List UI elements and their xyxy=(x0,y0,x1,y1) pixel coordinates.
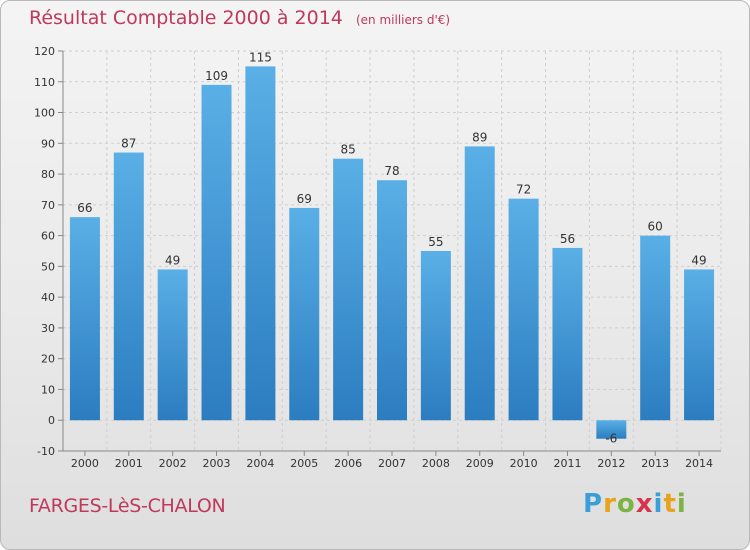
bar-2006 xyxy=(333,158,364,421)
bar-2003 xyxy=(201,84,232,421)
bar-2005 xyxy=(289,207,320,421)
grid-layer xyxy=(62,50,722,452)
bar-value-label: 89 xyxy=(472,130,487,144)
x-tick-label: 2004 xyxy=(246,457,274,470)
x-tick-label: 2013 xyxy=(641,457,669,470)
bar-value-label: -6 xyxy=(605,432,617,446)
bar-2001 xyxy=(113,152,144,421)
bar-2002 xyxy=(157,269,188,421)
axis-layer: -10 0 10 20 30 40 50 60 70 80 90 100 110 120 2000 2001 2… xyxy=(34,45,721,470)
chart-subtitle: (en milliers d'€) xyxy=(355,13,451,27)
bar-value-label: 49 xyxy=(691,253,706,267)
x-tick-label: 2002 xyxy=(159,457,187,470)
bar-value-label: 87 xyxy=(121,137,136,151)
bar-value-label: 85 xyxy=(340,143,355,157)
y-tick-label: 110 xyxy=(34,76,55,89)
y-tick-label: 60 xyxy=(41,230,55,243)
bar-value-label: 69 xyxy=(297,192,312,206)
logo-letter: i xyxy=(676,489,687,519)
bar-value-label: 115 xyxy=(249,50,272,64)
bar-2013 xyxy=(640,235,671,421)
x-tick-label: 2005 xyxy=(290,457,318,470)
bar-2012 xyxy=(596,420,627,439)
logo-letter: x xyxy=(635,489,654,519)
bar-2010 xyxy=(508,198,539,421)
logo-letter: r xyxy=(603,489,617,519)
bar-2000 xyxy=(69,217,100,421)
y-tick-label: 20 xyxy=(41,353,55,366)
label-layer: 66 87 49 109 115 69 85 78 55 89 72 56 -6 60 49 xyxy=(77,50,706,445)
logo-letter: o xyxy=(616,489,636,519)
chart-title-row: Résultat Comptable 2000 à 2014 (en milli… xyxy=(29,7,450,29)
x-tick-label: 2007 xyxy=(378,457,406,470)
x-tick-label: 2001 xyxy=(115,457,143,470)
x-tick-label: 2011 xyxy=(553,457,581,470)
x-tick-label: 2000 xyxy=(71,457,99,470)
bar-layer xyxy=(69,66,715,439)
bar-2007 xyxy=(377,180,407,421)
y-tick-label: 80 xyxy=(41,168,55,181)
chart-title: Résultat Comptable 2000 à 2014 xyxy=(29,7,343,29)
bar-value-label: 78 xyxy=(384,164,399,178)
x-tick-label: 2014 xyxy=(685,457,713,470)
y-tick-label: 30 xyxy=(41,322,55,335)
bar-value-label: 72 xyxy=(516,183,531,197)
logo-letter: i xyxy=(653,489,664,519)
bar-value-label: 49 xyxy=(165,253,180,267)
bar-2004 xyxy=(245,66,276,421)
bar-2009 xyxy=(464,146,495,421)
proxiti-logo: Proxiti xyxy=(583,489,687,519)
y-tick-label: 100 xyxy=(34,107,55,120)
bar-value-label: 66 xyxy=(77,201,92,215)
x-tick-label: 2008 xyxy=(422,457,450,470)
y-tick-label: 70 xyxy=(41,199,55,212)
bar-value-label: 60 xyxy=(648,220,663,234)
logo-letter: P xyxy=(583,489,604,519)
y-tick-label: 120 xyxy=(34,45,55,58)
x-tick-label: 2003 xyxy=(203,457,231,470)
y-tick-label: 0 xyxy=(48,414,55,427)
y-tick-label: 40 xyxy=(41,291,55,304)
x-tick-label: 2010 xyxy=(510,457,538,470)
y-tick-label: 90 xyxy=(41,137,55,150)
x-tick-label: 2009 xyxy=(466,457,494,470)
x-tick-label: 2012 xyxy=(597,457,625,470)
bar-value-label: 56 xyxy=(560,232,575,246)
bar-2008 xyxy=(420,251,451,421)
y-tick-label: 10 xyxy=(41,383,55,396)
y-tick-label: 50 xyxy=(41,260,55,273)
logo-letter: t xyxy=(663,489,677,519)
commune-name: FARGES-LèS-CHALON xyxy=(29,495,226,517)
bar-2014 xyxy=(684,269,715,421)
bar-value-label: 109 xyxy=(205,69,228,83)
bar-value-label: 55 xyxy=(428,235,443,249)
y-tick-label: -10 xyxy=(37,445,55,458)
x-tick-label: 2006 xyxy=(334,457,362,470)
bar-2011 xyxy=(552,247,583,421)
